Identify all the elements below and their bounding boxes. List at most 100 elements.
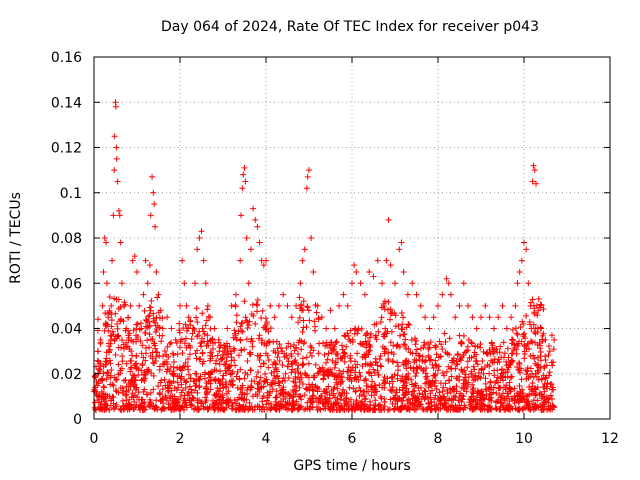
data-point [154, 322, 161, 329]
data-point [352, 326, 359, 333]
data-point [458, 398, 465, 405]
data-point [385, 216, 392, 223]
data-point [304, 173, 311, 180]
data-point [454, 375, 461, 382]
data-point [115, 389, 122, 396]
data-point [195, 332, 202, 339]
data-point [99, 406, 106, 413]
data-point [194, 246, 201, 253]
data-point [436, 389, 443, 396]
data-point [108, 323, 115, 330]
data-point [387, 262, 394, 269]
y-axis-label: ROTI / TECUs [8, 192, 24, 284]
data-point [155, 383, 162, 390]
data-point [478, 314, 484, 321]
data-point [379, 343, 386, 350]
data-point [256, 403, 263, 410]
data-point [177, 302, 183, 309]
data-point [337, 378, 344, 385]
data-point [493, 390, 500, 397]
data-point [420, 366, 427, 373]
data-point [200, 403, 207, 410]
data-point [401, 331, 408, 338]
data-point [337, 370, 344, 377]
data-point [541, 365, 548, 372]
data-point [127, 378, 134, 385]
data-point [363, 352, 370, 359]
data-point [300, 340, 307, 347]
data-point [128, 364, 135, 371]
data-point [261, 378, 268, 385]
data-point [491, 372, 498, 379]
data-point [548, 332, 555, 339]
data-point [98, 398, 105, 405]
data-point [178, 367, 185, 374]
data-point [296, 337, 303, 344]
data-point [217, 380, 224, 387]
data-point [262, 326, 269, 333]
data-point [456, 302, 463, 309]
data-point [492, 405, 499, 412]
data-point [492, 399, 499, 406]
data-point [301, 246, 308, 253]
data-point [222, 367, 229, 374]
data-point [512, 302, 519, 309]
data-point [307, 403, 314, 410]
data-point [390, 342, 397, 349]
data-point [344, 302, 351, 309]
data-point [369, 378, 376, 385]
data-point [328, 369, 335, 376]
data-point [432, 342, 439, 349]
data-point [393, 389, 400, 396]
data-point [238, 212, 245, 219]
data-point [160, 400, 167, 407]
data-point [102, 310, 109, 317]
data-point [240, 403, 247, 410]
data-point [276, 382, 283, 389]
data-point [199, 350, 206, 357]
data-point [441, 372, 448, 379]
x-tick-label: 0 [90, 431, 99, 447]
data-point [431, 380, 438, 387]
data-point [269, 386, 276, 393]
data-point [92, 374, 99, 381]
data-point [309, 381, 316, 388]
data-point [287, 343, 294, 350]
data-point [445, 280, 452, 287]
y-tick-label: 0.12 [51, 141, 82, 157]
data-point [296, 393, 303, 400]
data-point [240, 171, 247, 178]
data-point [228, 405, 235, 412]
data-point [159, 405, 166, 412]
data-point [366, 342, 373, 349]
data-point [387, 339, 394, 346]
data-point [475, 389, 482, 396]
data-point [446, 335, 453, 342]
data-point [361, 393, 368, 400]
data-point [272, 349, 279, 356]
data-point [183, 335, 190, 342]
data-point [253, 373, 260, 380]
data-point [254, 296, 261, 303]
data-point [183, 302, 190, 309]
data-point [276, 341, 283, 348]
data-point [331, 394, 338, 401]
data-point [296, 384, 303, 391]
data-point [395, 363, 402, 370]
data-point [400, 341, 407, 348]
data-point [115, 207, 122, 214]
data-point [150, 310, 157, 317]
data-point [465, 379, 472, 386]
data-point [341, 332, 348, 339]
data-point [334, 374, 341, 381]
data-point [396, 246, 403, 253]
data-point [464, 347, 471, 354]
data-point [363, 377, 370, 384]
data-point [285, 363, 292, 370]
data-point [524, 340, 531, 347]
data-point [361, 291, 368, 298]
data-point [541, 388, 548, 395]
data-point [324, 356, 331, 363]
data-point [243, 235, 250, 241]
data-point [290, 341, 297, 348]
